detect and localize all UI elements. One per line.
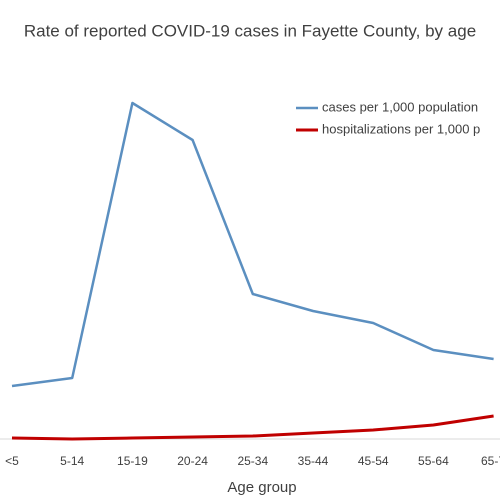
x-tick-label: 55-64 bbox=[418, 454, 449, 468]
chart-title: Rate of reported COVID-19 cases in Fayet… bbox=[24, 21, 476, 40]
x-tick-label: 20-24 bbox=[177, 454, 208, 468]
legend-label: cases per 1,000 population bbox=[322, 99, 478, 114]
x-tick-label: 35-44 bbox=[298, 454, 329, 468]
x-tick-label: 45-54 bbox=[358, 454, 389, 468]
series-line bbox=[11, 414, 494, 441]
x-axis-title: Age group bbox=[227, 479, 296, 496]
x-tick-label: <5 bbox=[5, 454, 19, 468]
legend-label: hospitalizations per 1,000 p bbox=[322, 121, 480, 136]
x-tick-label: 5-14 bbox=[60, 454, 84, 468]
x-tick-label: 25-34 bbox=[237, 454, 268, 468]
series-line bbox=[11, 101, 494, 388]
x-tick-label: 15-19 bbox=[117, 454, 148, 468]
x-tick-label: 65-7 bbox=[481, 454, 500, 468]
